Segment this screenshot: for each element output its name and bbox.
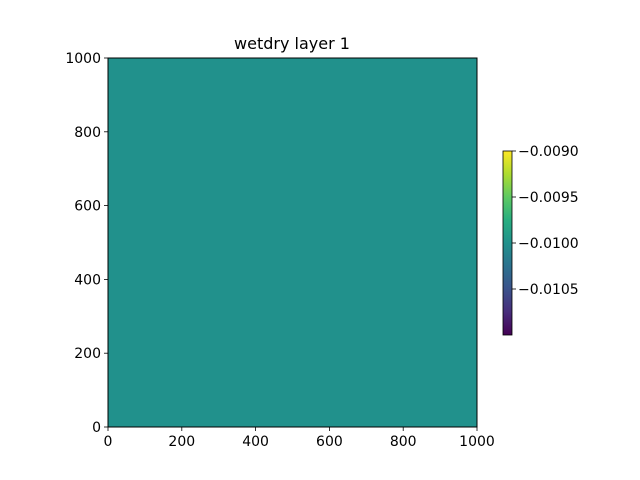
x-tick-label: 400 xyxy=(242,434,269,450)
x-axis: 0 200 400 600 800 1000 xyxy=(104,427,495,450)
colorbar-tick-label: −0.0090 xyxy=(518,144,579,160)
y-tick-label: 600 xyxy=(74,199,101,215)
y-tick-label: 1000 xyxy=(65,51,101,67)
x-tick-label: 800 xyxy=(390,434,417,450)
colorbar-tick-label: −0.0095 xyxy=(518,190,579,206)
plot-frame xyxy=(107,57,478,428)
x-tick-label: 600 xyxy=(316,434,343,450)
colorbar-tick-label: −0.0105 xyxy=(518,282,579,298)
x-tick-label: 0 xyxy=(104,434,113,450)
x-tick-label: 200 xyxy=(168,434,195,450)
colorbar-axis: −0.0105 −0.0100 −0.0095 −0.0090 xyxy=(512,144,579,298)
chart-title: wetdry layer 1 xyxy=(234,34,350,53)
y-tick-label: 400 xyxy=(74,272,101,288)
x-tick-label: 1000 xyxy=(459,434,495,450)
y-axis: 0 200 400 600 800 1000 xyxy=(65,51,108,436)
y-tick-label: 800 xyxy=(74,125,101,141)
colorbar-tick-label: −0.0100 xyxy=(518,236,579,252)
heatmap-field xyxy=(108,58,477,427)
y-tick-label: 200 xyxy=(74,346,101,362)
colorbar xyxy=(502,150,513,336)
y-tick-label: 0 xyxy=(92,420,101,436)
